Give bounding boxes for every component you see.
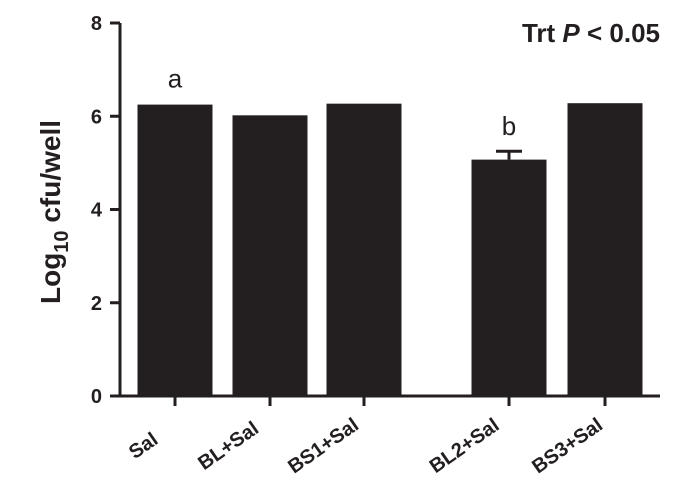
x-category-label-1: BL+Sal: [194, 417, 263, 474]
bar-2: [326, 103, 402, 396]
bar-1: [232, 115, 308, 396]
y-tick-label-2: 4: [91, 200, 103, 222]
significance-letter-3: b: [502, 111, 516, 141]
significance-annotation: Trt P < 0.05: [522, 18, 660, 48]
bars-layer: ab: [137, 64, 643, 396]
y-tick-label-3: 6: [91, 106, 102, 128]
y-axis-label: Log10 cfu/well: [35, 120, 73, 304]
y-axis-label-subscript: 10: [51, 230, 73, 252]
bar-3: [471, 159, 547, 396]
y-axis-label-suffix: cfu/well: [35, 120, 66, 230]
x-category-label-3: BL2+Sal: [426, 414, 504, 478]
x-category-label-4: BS3+Sal: [528, 414, 607, 478]
annotation-italic-p: P: [562, 18, 580, 48]
y-tick-label-4: 8: [91, 13, 102, 35]
y-tick-label-1: 2: [91, 293, 102, 315]
bar-0: [137, 104, 213, 396]
x-category-label-2: BS1+Sal: [284, 414, 363, 478]
bar-4: [567, 103, 643, 396]
y-tick-label-0: 0: [91, 386, 102, 408]
annotation-suffix: < 0.05: [580, 18, 660, 48]
x-category-label-0: Sal: [125, 428, 162, 463]
annotation-prefix: Trt: [522, 18, 562, 48]
significance-letter-0: a: [168, 64, 183, 94]
y-axis-label-prefix: Log: [35, 253, 66, 304]
